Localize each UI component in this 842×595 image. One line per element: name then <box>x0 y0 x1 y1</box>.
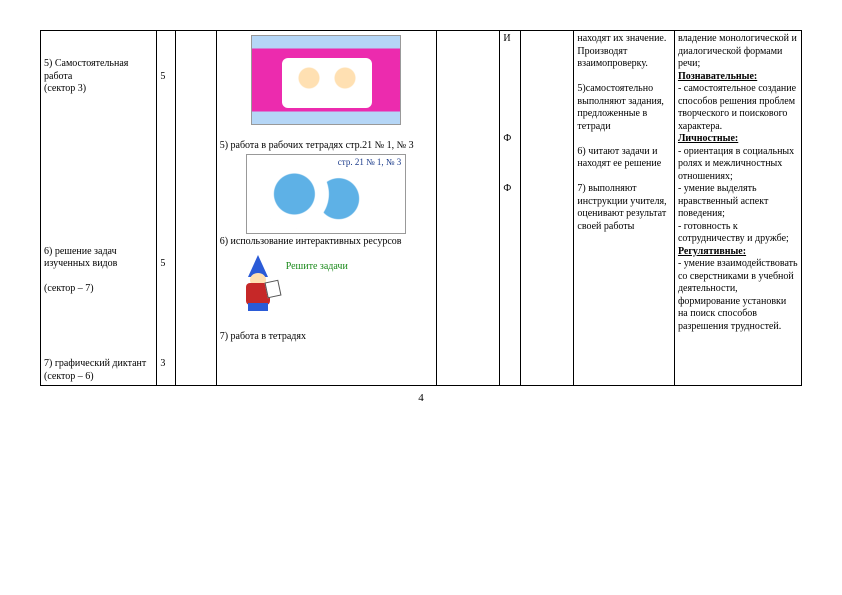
lesson-plan-table: 5) Самостоятельная работа (сектор 3) 6) … <box>40 30 802 386</box>
form-mark-2: Ф <box>503 133 511 144</box>
uud-p5: - готовность к сотрудничеству и дружбе; <box>678 221 789 245</box>
cell-empty-7 <box>521 31 574 386</box>
student-p1: находят их значение. Производят взаимопр… <box>577 33 666 69</box>
gnome-icon <box>238 255 278 311</box>
stage-7: 7) графический диктант (сектор – 6) <box>44 358 146 382</box>
time-5: 5 <box>160 71 165 82</box>
student-p6: 6) читают задачи и находят ее решение <box>577 146 661 170</box>
cell-uud: владение монологической и диалогической … <box>674 31 801 386</box>
task-label: Решите задачи <box>286 261 348 274</box>
stage-6: 6) решение задач изученных видов (сектор… <box>44 246 117 295</box>
uud-p1: владение монологической и диалогической … <box>678 33 797 69</box>
cell-student: находят их значение. Производят взаимопр… <box>574 31 675 386</box>
slide-thumbnail-icon <box>251 35 401 125</box>
page-number: 4 <box>40 392 802 404</box>
activity-5: 5) работа в рабочих тетрадях стр.21 № 1,… <box>220 140 414 151</box>
cell-empty-5 <box>436 31 500 386</box>
page-content: 5) Самостоятельная работа (сектор 3) 6) … <box>0 0 842 424</box>
uud-p3: - ориентация в социальных ролях и межлич… <box>678 146 794 182</box>
cell-stage: 5) Самостоятельная работа (сектор 3) 6) … <box>41 31 157 386</box>
student-p7: 7) выполняют инструкции учителя, оценива… <box>577 183 666 232</box>
uud-p4: - умение выделять нравственный аспект по… <box>678 183 768 219</box>
table-row: 5) Самостоятельная работа (сектор 3) 6) … <box>41 31 802 386</box>
activity-7: 7) работа в тетрадях <box>220 331 306 342</box>
stage-5: 5) Самостоятельная работа (сектор 3) <box>44 58 128 94</box>
interactive-thumbnail-icon: Решите задачи <box>220 249 370 319</box>
time-7: 3 <box>160 358 165 369</box>
cell-activity: 5) работа в рабочих тетрадях стр.21 № 1,… <box>216 31 436 386</box>
uud-h-reg: Регулятивные: <box>678 246 746 257</box>
uud-p6: - умение взаимодействовать со сверстника… <box>678 258 798 332</box>
cell-empty-3 <box>176 31 216 386</box>
time-6: 5 <box>160 258 165 269</box>
student-p5: 5)самостоятельно выполняют задания, пред… <box>577 83 664 132</box>
form-mark-3: Ф <box>503 183 511 194</box>
activity-6: 6) использование интерактивных ресурсов <box>220 236 402 247</box>
cell-form: И Ф Ф <box>500 31 521 386</box>
uud-h-lich: Личностные: <box>678 133 738 144</box>
uud-p2: - самостоятельное создание способов реше… <box>678 83 796 132</box>
cell-time: 5 5 3 <box>157 31 176 386</box>
uud-h-poz: Познавательные: <box>678 71 757 82</box>
form-mark-1: И <box>503 33 510 44</box>
workbook-thumbnail-icon <box>246 154 406 234</box>
